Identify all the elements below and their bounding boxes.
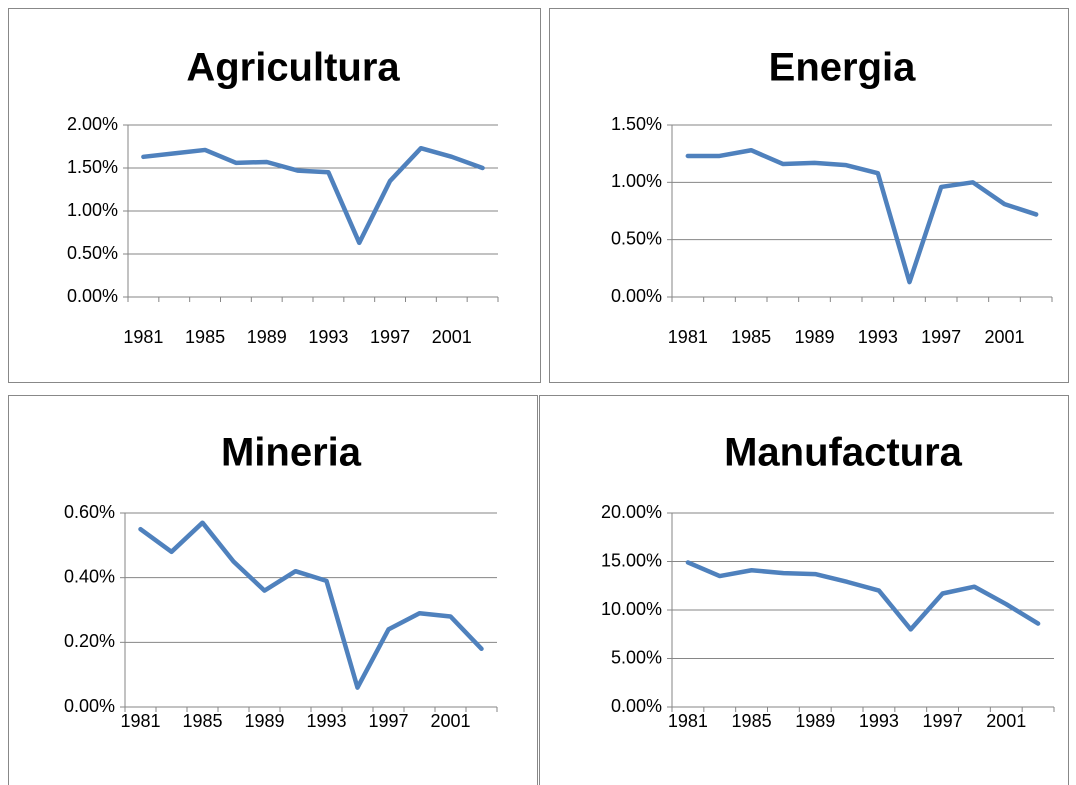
x-tick-label: 1981 (668, 711, 708, 731)
x-tick-label: 1981 (668, 327, 708, 347)
y-tick-label: 20.00% (601, 502, 662, 522)
y-tick-label: 0.00% (67, 286, 118, 306)
chart-frame (8, 395, 538, 785)
x-tick-label: 2001 (986, 711, 1026, 731)
x-tick-label: 1989 (794, 327, 834, 347)
y-tick-label: 0.40% (64, 566, 115, 586)
x-tick-label: 1997 (923, 711, 963, 731)
chart-frame (8, 8, 541, 383)
y-tick-label: 0.00% (64, 696, 115, 716)
x-tick-label: 1985 (182, 711, 222, 731)
x-tick-label: 2001 (430, 711, 470, 731)
y-tick-label: 0.20% (64, 631, 115, 651)
y-tick-label: 5.00% (611, 647, 662, 667)
x-tick-label: 2001 (432, 327, 472, 347)
x-tick-label: 1993 (308, 327, 348, 347)
x-tick-label: 1997 (921, 327, 961, 347)
chart-title: Energia (769, 46, 916, 90)
chart-title: Mineria (221, 431, 362, 475)
x-tick-label: 2001 (984, 327, 1024, 347)
x-tick-label: 1985 (732, 711, 772, 731)
x-tick-label: 1985 (731, 327, 771, 347)
chart-title: Agricultura (186, 46, 400, 90)
series-line (138, 520, 484, 690)
x-tick-label: 1997 (370, 327, 410, 347)
chart-frame (549, 8, 1069, 383)
y-tick-label: 0.00% (611, 696, 662, 716)
y-tick-label: 1.50% (611, 114, 662, 134)
y-tick-label: 1.00% (611, 171, 662, 191)
y-tick-label: 0.50% (67, 243, 118, 263)
x-tick-label: 1993 (306, 711, 346, 731)
y-tick-label: 0.00% (611, 286, 662, 306)
series-line (685, 147, 1039, 285)
x-tick-label: 1981 (123, 327, 163, 347)
y-tick-label: 1.50% (67, 157, 118, 177)
y-tick-label: 2.00% (67, 114, 118, 134)
series-line (141, 145, 485, 246)
x-tick-label: 1989 (795, 711, 835, 731)
x-tick-label: 1993 (859, 711, 899, 731)
x-tick-label: 1997 (368, 711, 408, 731)
x-tick-label: 1981 (120, 711, 160, 731)
chart-frame (539, 395, 1069, 785)
series-line (685, 560, 1041, 632)
x-tick-label: 1993 (858, 327, 898, 347)
y-tick-label: 0.60% (64, 502, 115, 522)
chart-title: Manufactura (724, 431, 963, 475)
x-tick-label: 1989 (244, 711, 284, 731)
y-tick-label: 15.00% (601, 550, 662, 570)
x-tick-label: 1985 (185, 327, 225, 347)
x-tick-label: 1989 (247, 327, 287, 347)
y-tick-label: 10.00% (601, 599, 662, 619)
y-tick-label: 1.00% (67, 200, 118, 220)
y-tick-label: 0.50% (611, 228, 662, 248)
